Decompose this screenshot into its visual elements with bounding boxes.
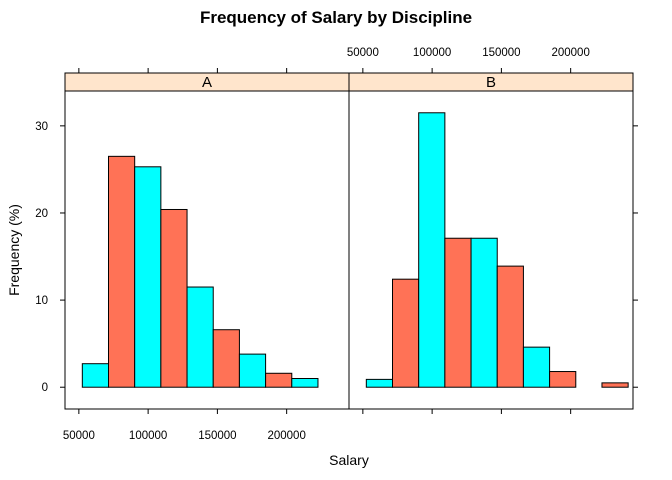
bar-A-6 [238,353,267,388]
x-tick-top-label-100000: 100000 [413,47,451,59]
bar-A-1 [108,155,136,388]
x-tick-label-150000: 150000 [198,430,236,442]
bar-B-4 [470,237,498,388]
bar-B-9 [601,382,629,388]
panel-frame-B [348,90,634,410]
strip-label-B: B [486,74,496,91]
x-tick-label-100000: 100000 [129,430,167,442]
bar-A-3 [160,208,188,388]
bar-A-4 [186,286,214,388]
bar-B-2 [418,112,446,388]
bar-B-7 [549,371,577,388]
bar-B-1 [392,278,420,388]
x-tick-top-label-50000: 50000 [347,47,379,59]
panels-group: A 50000 100000 150000 200000 B 50000 100000 1500… [35,47,638,442]
y-tick-label-30: 30 [35,121,48,133]
bar-B-3 [444,237,472,388]
bar-A-2 [134,166,162,388]
y-tick-label-10: 10 [35,295,48,307]
bar-A-5 [212,329,240,388]
bar-B-5 [496,265,524,388]
x-axis-label: Salary [329,452,369,468]
bar-B-6 [522,346,551,388]
chart-title: Frequency of Salary by Discipline [200,8,472,27]
y-axis-label: Frequency (%) [6,204,22,296]
x-tick-top-label-150000: 150000 [482,47,520,59]
bar-A-0 [81,363,110,388]
y-tick-label-20: 20 [35,208,48,220]
bar-A-7 [265,372,293,388]
bar-A-8 [291,378,319,388]
x-tick-top-label-200000: 200000 [551,47,589,59]
strip-label-A: A [202,74,212,91]
y-tick-label-0: 0 [42,382,48,394]
x-tick-label-200000: 200000 [267,430,305,442]
x-tick-label-50000: 50000 [63,430,95,442]
bar-B-0 [365,378,394,388]
